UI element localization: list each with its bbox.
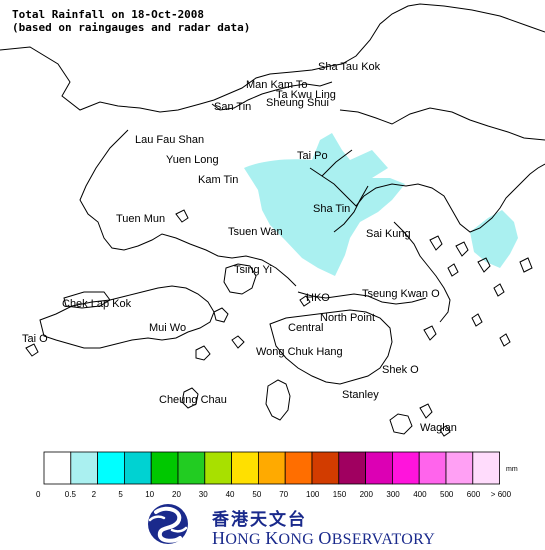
- title-line-1: Total Rainfall on 18-Oct-2008: [12, 8, 205, 21]
- place-label-sai-kung: Sai Kung: [366, 228, 411, 240]
- legend-label-5: 20: [172, 490, 181, 499]
- coastlines: [0, 3, 545, 437]
- legend-swatch-6: [204, 451, 233, 485]
- legend-swatch-12: [365, 451, 393, 485]
- place-label-sha-tin: Sha Tin: [313, 203, 350, 215]
- place-label-tai-o: Tai O: [22, 333, 48, 345]
- rain-area-east: [470, 210, 518, 268]
- rain-area-shatin: [244, 133, 405, 276]
- place-label-tsing-yi: Tsing Yi: [234, 264, 272, 276]
- coast-cheungchau: [181, 387, 199, 409]
- logo-en-o: O: [318, 528, 332, 548]
- legend-label-3: 5: [118, 490, 123, 499]
- place-label-man-kam-to: Man Kam To: [246, 79, 308, 91]
- coast-saikung: [393, 221, 451, 323]
- place-label-hko: HKO: [306, 292, 330, 304]
- rainfall-areas: [244, 133, 518, 276]
- place-label-central: Central: [288, 322, 323, 334]
- legend-swatch-14: [418, 451, 447, 485]
- legend-label-14: 400: [413, 490, 427, 499]
- logo-en-ong2: ONG: [278, 531, 319, 548]
- legend-label-16: 600: [467, 490, 481, 499]
- title-line-2: (based on raingauges and radar data): [12, 21, 251, 34]
- legend-label-4: 10: [145, 490, 154, 499]
- place-label-mui-wo: Mui Wo: [149, 322, 186, 334]
- logo-en-k: K: [265, 528, 279, 548]
- place-label-north-point: North Point: [320, 312, 375, 324]
- place-label-sha-tau-kok: Sha Tau Kok: [318, 61, 381, 73]
- logo-en-bservatory: BSERVATORY: [331, 531, 436, 548]
- legend-swatch-7: [231, 451, 259, 485]
- legend-label-7: 40: [226, 490, 235, 499]
- legend-label-11: 150: [333, 490, 347, 499]
- legend-swatch-5: [177, 451, 206, 485]
- coast-hk-island: [269, 309, 393, 385]
- place-label-kam-tin: Kam Tin: [198, 174, 238, 186]
- coast-lantau: [39, 285, 215, 349]
- coast-mainland: [0, 3, 545, 113]
- coast-tsingyi: [223, 263, 257, 295]
- place-label-tseung-kwan-o: Tseung Kwan O: [362, 288, 440, 300]
- place-label-stanley: Stanley: [342, 389, 379, 401]
- place-label-cheung-chau: Cheung Chau: [159, 394, 227, 406]
- legend-swatch-3: [124, 451, 152, 485]
- coast-cheklapkok: [63, 291, 111, 309]
- place-label-wong-chuk-hang: Wong Chuk Hang: [256, 346, 343, 358]
- coast-kowloon: [297, 291, 427, 305]
- place-label-san-tin: San Tin: [214, 101, 251, 113]
- place-label-shek-o: Shek O: [382, 364, 419, 376]
- legend-label-0: 0: [36, 490, 41, 499]
- legend-label-6: 30: [199, 490, 208, 499]
- place-label-ta-kwu-ling: Ta Kwu Ling: [276, 89, 336, 101]
- place-label-chek-lap-kok: Chek Lap Kok: [62, 298, 132, 310]
- logo-en-ong: ONG: [225, 531, 266, 548]
- hko-logo-chinese: 香港天文台: [212, 510, 307, 530]
- legend-swatch-10: [311, 451, 340, 485]
- legend-swatch-1: [70, 451, 99, 485]
- place-label-waglan: Waglan: [420, 422, 457, 434]
- coast-nt-west: [79, 129, 297, 287]
- hko-logo-english: HONG KONG OBSERVATORY: [212, 528, 435, 549]
- coast-tolo: [309, 163, 545, 233]
- map-title: Total Rainfall on 18-Oct-2008 (based on …: [12, 8, 250, 34]
- legend-label-2: 2: [92, 490, 97, 499]
- place-label-tai-po: Tai Po: [297, 150, 328, 162]
- place-label-lau-fau-shan: Lau Fau Shan: [135, 134, 204, 146]
- legend-label-10: 100: [306, 490, 320, 499]
- legend-label-17: > 600: [491, 490, 512, 499]
- place-label-tuen-mun: Tuen Mun: [116, 213, 165, 225]
- legend-swatch-16: [472, 451, 500, 485]
- logo-en-h: H: [212, 528, 226, 548]
- legend-swatch-0: [43, 451, 72, 485]
- legend-swatch-15: [445, 451, 474, 485]
- coast-lamma: [265, 379, 291, 421]
- legend-swatch-2: [97, 451, 125, 485]
- legend-label-15: 500: [440, 490, 454, 499]
- legend-label-12: 200: [360, 490, 374, 499]
- rainfall-legend: 0 0.5 2 5 10 20 30 40 50 70 100 150 200 300 400 500 600 >…: [36, 451, 518, 499]
- place-label-yuen-long: Yuen Long: [166, 154, 219, 166]
- place-label-tsuen-wan: Tsuen Wan: [228, 226, 283, 238]
- legend-label-9: 70: [279, 490, 288, 499]
- place-label-sheung-shui: Sheung Shui: [266, 97, 329, 109]
- legend-swatch-4: [150, 451, 179, 485]
- legend-swatch-9: [284, 451, 313, 485]
- legend-label-8: 50: [252, 490, 261, 499]
- legend-label-1: 0.5: [65, 490, 77, 499]
- legend-swatch-11: [338, 451, 366, 485]
- legend-unit: mm: [506, 466, 518, 473]
- legend-label-13: 300: [386, 490, 400, 499]
- coast-northeast: [339, 107, 545, 141]
- hko-logo-icon: [148, 504, 188, 544]
- legend-swatch-8: [257, 451, 286, 485]
- legend-swatch-13: [391, 451, 420, 485]
